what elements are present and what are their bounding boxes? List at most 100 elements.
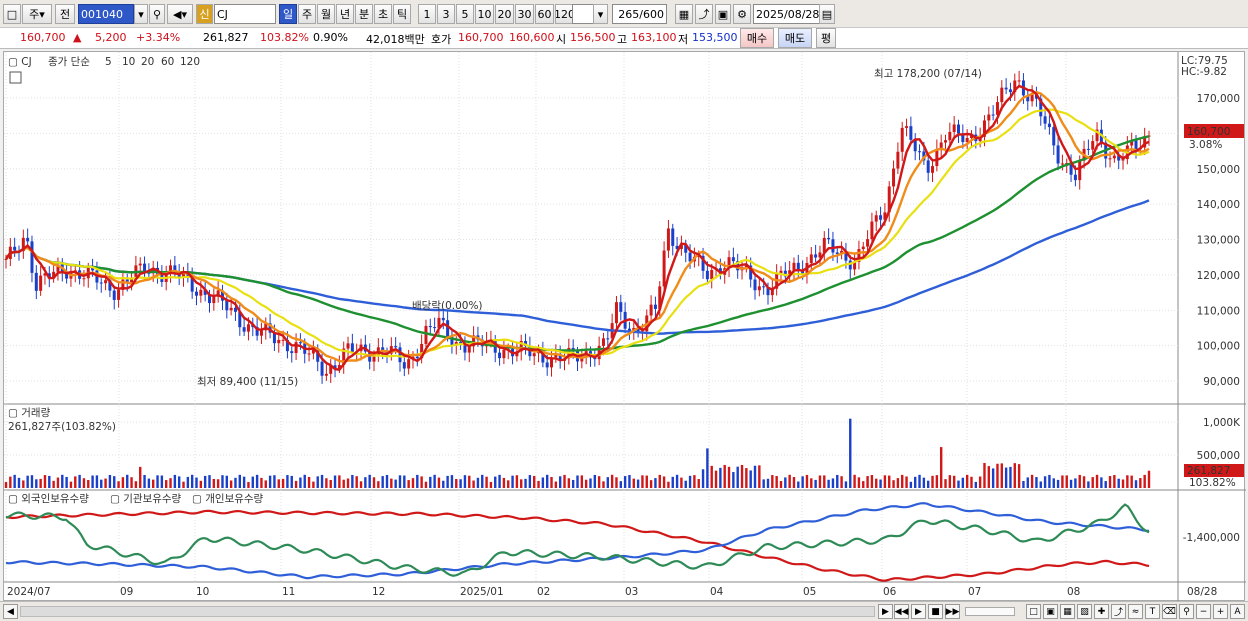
interval-button-2[interactable]: 5	[456, 4, 474, 24]
code-dropdown-icon[interactable]: ▾	[134, 4, 148, 24]
timeframe-tab-6[interactable]: 틱	[393, 4, 411, 24]
candle-body	[117, 289, 121, 300]
candle-body	[991, 114, 995, 116]
interval-button-5[interactable]: 30	[515, 4, 534, 24]
candle-body	[969, 134, 973, 138]
trend-icon[interactable]: ⤴	[1111, 604, 1126, 619]
layout-icon-4[interactable]: ▧	[1077, 604, 1092, 619]
candle-body	[814, 254, 818, 258]
volume-bar	[952, 475, 956, 488]
volume-bar	[152, 479, 155, 488]
stock-code-input[interactable]: 001040	[78, 4, 134, 24]
volume-bar	[251, 476, 254, 488]
scrollbar-track[interactable]	[20, 606, 875, 617]
timeframe-tab-3[interactable]: 년	[336, 4, 354, 24]
candle-body	[1073, 174, 1077, 181]
crosshair-icon[interactable]: ✚	[1094, 604, 1109, 619]
layout-icon-2[interactable]: ▣	[1043, 604, 1058, 619]
candle-body	[441, 317, 445, 321]
period-select[interactable]: 주 ▾	[22, 4, 52, 24]
candle-body	[13, 246, 17, 251]
volume-bar	[312, 481, 315, 488]
first-page-icon[interactable]: ◀◀	[894, 604, 909, 619]
timeframe-tab-4[interactable]: 분	[355, 4, 373, 24]
interval-button-3[interactable]: 10	[475, 4, 494, 24]
save-icon[interactable]: ▣	[715, 4, 731, 24]
prev-button[interactable]: 전	[55, 4, 75, 24]
zoom-out-icon[interactable]: −	[1196, 604, 1211, 619]
candle-body	[705, 270, 709, 280]
bar-count-field[interactable]: 265/600	[612, 4, 667, 24]
volume-bar	[169, 478, 172, 488]
zoom-slider[interactable]	[965, 607, 1015, 616]
timeframe-tab-0[interactable]: 일	[279, 4, 297, 24]
volume-value: 261,827	[203, 31, 249, 44]
timeframe-tab-2[interactable]: 월	[317, 4, 335, 24]
calendar-icon[interactable]: ▤	[819, 4, 835, 24]
candle-body	[1108, 158, 1112, 160]
timeframe-tab-5[interactable]: 초	[374, 4, 392, 24]
volume-bar	[550, 476, 553, 488]
layout-icon-3[interactable]: ▦	[1060, 604, 1075, 619]
change-percent: +3.34%	[136, 31, 181, 44]
x-tick-5: 2025/01	[460, 586, 504, 598]
volume-bar	[1043, 476, 1047, 488]
draw-tool-icon[interactable]: ⤴	[695, 4, 713, 24]
layout-icon-1[interactable]: □	[1026, 604, 1041, 619]
text-tool-icon[interactable]: T	[1145, 604, 1160, 619]
volume-bar	[1139, 478, 1142, 488]
volume-bar	[571, 479, 575, 488]
play-icon[interactable]: ▶	[911, 604, 926, 619]
interval-button-4[interactable]: 20	[495, 4, 514, 24]
x-tick-10: 06	[883, 586, 897, 598]
candle-body	[229, 307, 233, 311]
candle-body	[627, 328, 631, 331]
volume-bar	[303, 474, 306, 488]
volume-bar	[69, 481, 73, 488]
volume-bar	[892, 480, 895, 488]
timeframe-tab-1[interactable]: 주	[298, 4, 316, 24]
volume-bar	[775, 475, 778, 488]
volume-bar	[623, 476, 627, 488]
search-icon[interactable]: ⚲	[149, 4, 165, 24]
buy-button[interactable]: 매수	[740, 28, 774, 48]
candle-body	[606, 338, 610, 340]
interval-button-6[interactable]: 60	[535, 4, 554, 24]
price-tick-2: 150,000	[1197, 164, 1240, 176]
volume-bar	[472, 480, 475, 488]
volume-bar	[935, 475, 939, 488]
price-tick-3: 140,000	[1197, 199, 1240, 211]
candle-body	[1091, 141, 1095, 150]
last-page-icon[interactable]: ▶▶	[945, 604, 960, 619]
volume-bar	[507, 480, 510, 488]
eraser-icon[interactable]: ⌫	[1162, 604, 1177, 619]
eval-button[interactable]: 평	[816, 28, 836, 48]
chart-area[interactable]: 170,000160,000150,000140,000130,000120,0…	[3, 51, 1246, 602]
window-icon[interactable]: □	[3, 4, 21, 24]
candle-body	[21, 237, 25, 252]
date-field[interactable]: 2025/08/28	[753, 4, 820, 24]
volume-bar	[589, 478, 592, 488]
volume-bar	[164, 480, 168, 488]
interval-button-7[interactable]: 120	[555, 4, 574, 24]
stop-icon[interactable]: ■	[928, 604, 943, 619]
candle-body	[433, 327, 437, 329]
sell-button[interactable]: 매도	[778, 28, 812, 48]
interval-button-1[interactable]: 3	[437, 4, 455, 24]
font-size-icon[interactable]: A	[1230, 604, 1245, 619]
gear-icon[interactable]: ⚙	[733, 4, 751, 24]
magnifier-icon[interactable]: ⚲	[1179, 604, 1194, 619]
interval-dropdown-icon[interactable]: ▾	[593, 4, 608, 24]
scroll-left-icon[interactable]: ◀	[3, 604, 18, 619]
speaker-icon[interactable]: ◀▾	[167, 4, 193, 24]
candle-body	[82, 278, 86, 280]
volume-bar	[727, 466, 731, 488]
chart-tools-icon[interactable]: ▦	[675, 4, 693, 24]
interval-button-0[interactable]: 1	[418, 4, 436, 24]
volume-bar	[82, 478, 86, 488]
zoom-in-icon[interactable]: +	[1213, 604, 1228, 619]
scroll-right-icon[interactable]: ▶	[878, 604, 893, 619]
fib-icon[interactable]: ≈	[1128, 604, 1143, 619]
stock-name-field[interactable]: CJ	[214, 4, 276, 24]
volume-bar	[831, 478, 835, 488]
